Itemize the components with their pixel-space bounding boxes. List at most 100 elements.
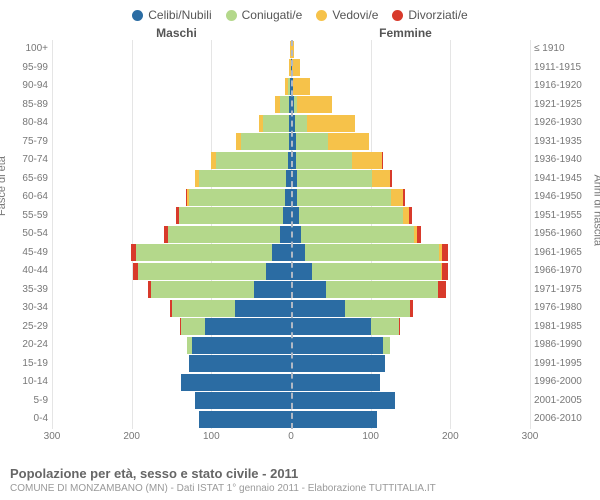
x-tick-label: 200 xyxy=(123,431,140,442)
segment xyxy=(280,96,290,113)
legend-label: Coniugati/e xyxy=(242,8,303,22)
segment xyxy=(151,281,255,298)
legend-item: Coniugati/e xyxy=(226,8,303,22)
bar-female xyxy=(291,411,377,428)
age-label: 0-4 xyxy=(34,410,48,429)
age-label: 60-64 xyxy=(22,188,48,207)
segment xyxy=(345,300,410,317)
segment xyxy=(199,411,291,428)
caption-title: Popolazione per età, sesso e stato civil… xyxy=(10,466,436,481)
birth-label: 1991-1995 xyxy=(534,355,582,374)
bar-male xyxy=(236,133,291,150)
segment xyxy=(291,392,395,409)
plot-area xyxy=(52,40,530,429)
segment xyxy=(291,374,380,391)
segment xyxy=(189,189,285,206)
segment xyxy=(390,170,392,187)
segment xyxy=(372,170,390,187)
bar-male xyxy=(176,207,291,224)
age-label: 25-29 xyxy=(22,318,48,337)
segment xyxy=(297,96,332,113)
age-label: 55-59 xyxy=(22,207,48,226)
x-tick-label: 300 xyxy=(44,431,61,442)
age-label: 100+ xyxy=(25,40,48,59)
segment xyxy=(352,152,382,169)
bar-male xyxy=(131,244,291,261)
bar-male xyxy=(195,170,291,187)
bar-female xyxy=(291,355,385,372)
birth-label: 1951-1955 xyxy=(534,207,582,226)
bar-male xyxy=(189,355,291,372)
age-label: 75-79 xyxy=(22,133,48,152)
legend-label: Celibi/Nubili xyxy=(148,8,211,22)
birth-label: 2006-2010 xyxy=(534,410,582,429)
segment xyxy=(199,170,287,187)
segment xyxy=(417,226,421,243)
bar-male xyxy=(211,152,291,169)
segment xyxy=(305,244,439,261)
legend-item: Vedovi/e xyxy=(316,8,378,22)
bar-female xyxy=(291,244,448,261)
age-label: 15-19 xyxy=(22,355,48,374)
legend-swatch xyxy=(132,10,143,21)
age-label: 45-49 xyxy=(22,244,48,263)
segment xyxy=(382,152,384,169)
bar-female xyxy=(291,263,448,280)
birth-label: 1986-1990 xyxy=(534,336,582,355)
bar-female xyxy=(291,337,390,354)
birth-label: 1931-1935 xyxy=(534,133,582,152)
bar-female xyxy=(291,78,310,95)
column-headers: Maschi Femmine xyxy=(10,26,590,40)
segment xyxy=(291,300,345,317)
bar-female xyxy=(291,226,421,243)
segment xyxy=(291,355,385,372)
bar-male xyxy=(181,374,291,391)
segment xyxy=(312,263,441,280)
legend-item: Divorziati/e xyxy=(392,8,467,22)
center-line xyxy=(291,40,293,429)
age-label: 10-14 xyxy=(22,373,48,392)
segment xyxy=(179,207,283,224)
segment xyxy=(291,281,326,298)
segment xyxy=(295,115,307,132)
x-tick-label: 0 xyxy=(288,431,294,442)
segment xyxy=(283,207,291,224)
segment xyxy=(307,115,355,132)
segment xyxy=(301,226,414,243)
segment xyxy=(172,300,236,317)
segment xyxy=(403,189,405,206)
segment xyxy=(181,374,291,391)
x-tick-label: 100 xyxy=(362,431,379,442)
segment xyxy=(442,263,448,280)
chart-container: Celibi/Nubili Coniugati/e Vedovi/e Divorzia… xyxy=(0,0,600,500)
segment xyxy=(299,207,403,224)
bar-female xyxy=(291,374,380,391)
bar-female xyxy=(291,170,392,187)
segment xyxy=(442,244,448,261)
bar-male xyxy=(133,263,291,280)
bar-male xyxy=(259,115,291,132)
birth-label: 1996-2000 xyxy=(534,373,582,392)
y-axis-title-left: Fasce di età xyxy=(0,156,8,216)
female-header: Femmine xyxy=(291,26,530,40)
segment xyxy=(291,263,312,280)
bar-female xyxy=(291,300,413,317)
birth-label: 1946-1950 xyxy=(534,188,582,207)
bar-male xyxy=(170,300,291,317)
age-label: 95-99 xyxy=(22,59,48,78)
age-label: 50-54 xyxy=(22,225,48,244)
segment xyxy=(241,133,289,150)
bar-female xyxy=(291,115,355,132)
legend-label: Divorziati/e xyxy=(408,8,467,22)
caption: Popolazione per età, sesso e stato civil… xyxy=(10,466,436,494)
age-label: 20-24 xyxy=(22,336,48,355)
bar-male xyxy=(164,226,291,243)
segment xyxy=(266,263,291,280)
segment xyxy=(138,263,265,280)
age-label: 65-69 xyxy=(22,170,48,189)
birth-label: 1966-1970 xyxy=(534,262,582,281)
segment xyxy=(195,392,291,409)
segment xyxy=(296,133,328,150)
birth-label: 1981-1985 xyxy=(534,318,582,337)
segment xyxy=(409,207,412,224)
